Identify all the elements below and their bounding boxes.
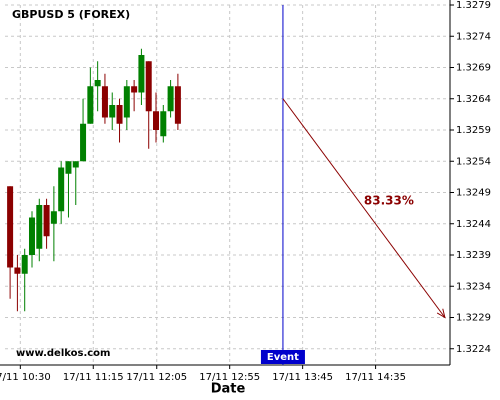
y-tick-label: 1.3234	[456, 281, 491, 292]
candle-body	[72, 161, 79, 168]
candle-body	[7, 186, 14, 268]
candle-body	[160, 111, 167, 137]
event-label: Event	[267, 352, 299, 363]
y-tick-label: 1.3239	[456, 250, 491, 261]
candle-body	[36, 205, 43, 249]
y-tick-label: 1.3249	[456, 188, 491, 199]
candle-body	[94, 80, 101, 87]
candle-body	[87, 86, 94, 124]
x-tick-label: 17/11 13:45	[272, 372, 333, 383]
candle-body	[28, 217, 35, 255]
x-axis-label: Date	[211, 382, 246, 397]
candle-body	[123, 86, 130, 118]
candle-body	[14, 267, 21, 274]
watermark: www.delkos.com	[16, 348, 110, 359]
y-tick-label: 1.3244	[456, 219, 491, 230]
candle-body	[50, 211, 57, 224]
candle-body	[131, 86, 138, 93]
candle-body	[58, 167, 65, 212]
y-tick-label: 1.3269	[456, 63, 491, 74]
x-tick-label: 17/11 14:35	[345, 372, 406, 383]
chart-title: GBPUSD 5 (FOREX)	[12, 8, 130, 21]
prediction-label: 83.33%	[364, 194, 414, 208]
x-tick-label: 17/11 12:05	[126, 372, 187, 383]
candle-body	[167, 86, 174, 112]
candle-body	[153, 111, 160, 130]
event-box	[260, 350, 305, 364]
candle-body	[21, 255, 28, 274]
candle-body	[145, 61, 152, 112]
candle-body	[174, 86, 181, 124]
candle-body	[43, 205, 50, 237]
y-tick-label: 1.3259	[456, 125, 491, 136]
x-tick-label: 17/11 11:15	[63, 372, 124, 383]
x-tick-label: 17/11 10:30	[0, 372, 51, 383]
x-tick-label: 17/11 12:55	[199, 372, 260, 383]
y-tick-label: 1.3264	[456, 94, 491, 105]
candle-body	[80, 123, 87, 162]
y-tick-label: 1.3279	[456, 0, 491, 11]
prediction-arrow	[282, 98, 446, 318]
candle-body	[116, 105, 123, 124]
y-tick-label: 1.3274	[456, 31, 491, 42]
candle-body	[109, 105, 116, 118]
candle-body	[138, 55, 145, 93]
arrow-head	[436, 308, 446, 319]
candle-body	[65, 161, 72, 174]
y-tick-label: 1.3224	[456, 344, 491, 355]
y-tick-label: 1.3229	[456, 313, 491, 324]
y-tick-label: 1.3254	[456, 156, 491, 167]
candle-body	[101, 86, 108, 118]
